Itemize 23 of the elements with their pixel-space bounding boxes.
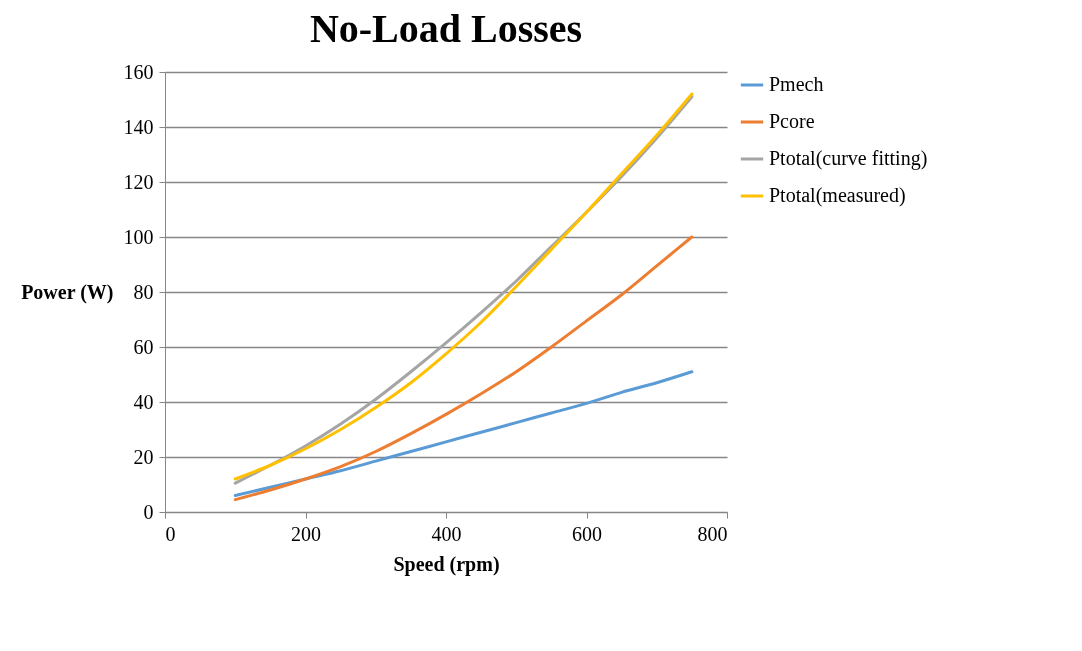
line-series xyxy=(233,235,694,502)
x-tick-label: 600 xyxy=(572,522,602,545)
legend-label: Pcore xyxy=(769,110,815,132)
y-tick-label: 160 xyxy=(123,60,154,83)
legend-label: Ptotal(curve fitting) xyxy=(769,147,928,170)
legend-label: Pmech xyxy=(769,73,824,95)
y-tick-label: 140 xyxy=(123,115,154,138)
y-tick-label: 20 xyxy=(133,445,154,468)
chart-title: No-Load Losses xyxy=(309,6,583,51)
x-tick-label: 400 xyxy=(431,522,462,545)
y-tick-label: 60 xyxy=(133,335,154,358)
legend-label: Ptotal(measured) xyxy=(769,184,906,207)
y-tick-label: 120 xyxy=(123,170,154,193)
line-series xyxy=(233,370,694,497)
x-tick-label: 200 xyxy=(291,522,321,545)
y-tick-label: 80 xyxy=(133,280,154,303)
x-tick-label: 0 xyxy=(165,522,176,545)
y-tick-label: 0 xyxy=(143,500,154,523)
y-tick-label: 100 xyxy=(123,225,154,248)
x-tick-label: 800 xyxy=(697,522,728,545)
y-axis-title: Power (W) xyxy=(21,280,114,304)
x-axis-title: Speed (rpm) xyxy=(393,552,500,576)
y-tick-label: 40 xyxy=(133,390,154,413)
